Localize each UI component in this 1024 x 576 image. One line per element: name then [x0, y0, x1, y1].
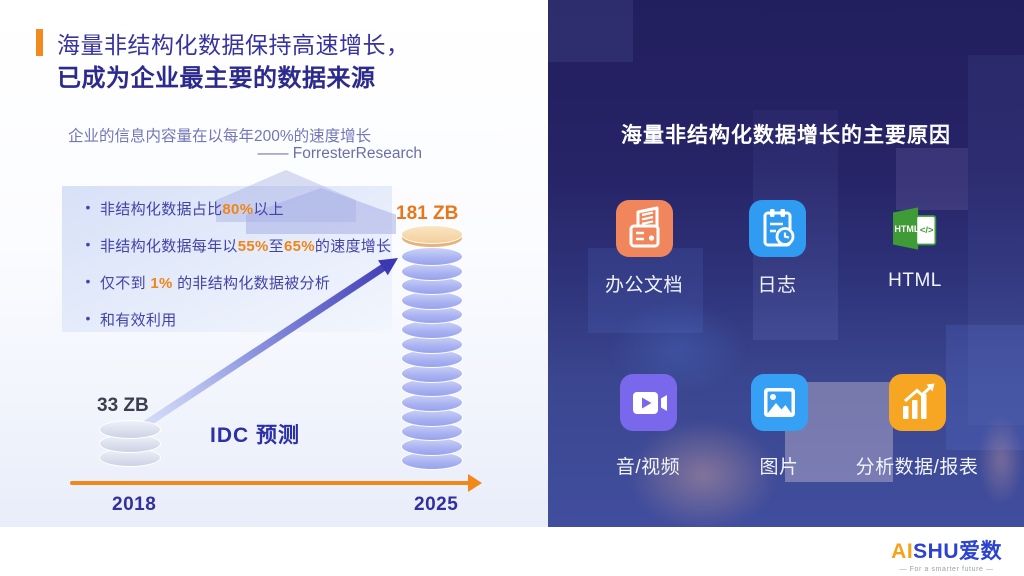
logo-ai: AI: [891, 540, 914, 563]
reason-card: 音/视频: [573, 374, 723, 479]
log-icon: [748, 200, 806, 257]
bullet-item: • 和有效利用: [76, 309, 392, 346]
right-section: 海量非结构化数据增长的主要原因 办公文档 日志 HTML </> HTML 音/视…: [548, 0, 1024, 527]
logo-cn: 爱数: [959, 540, 1002, 563]
reason-card: 分析数据/报表: [842, 374, 992, 479]
reason-label: 图片: [759, 457, 799, 478]
bullet-text: 非结构化数据每年以55%至65%的速度增长: [100, 238, 392, 255]
logo-shu: SHU: [913, 540, 959, 563]
cylinder-disk: [99, 420, 161, 439]
reasons-title: 海量非结构化数据增长的主要原因: [621, 124, 951, 147]
bullet-item: • 非结构化数据每年以55%至65%的速度增长: [76, 235, 392, 272]
bullet-dot-icon: •: [85, 310, 91, 326]
bullet-item: • 仅不到 1% 的非结构化数据被分析: [76, 272, 392, 309]
aishu-logo: AISHU爱数 — For a smarter future —: [891, 535, 1002, 573]
reason-card: 办公文档: [569, 200, 719, 297]
year-2025: 2025: [414, 494, 459, 515]
year-2018: 2018: [112, 494, 157, 515]
key-facts-panel: • 非结构化数据占比80%以上 • 非结构化数据每年以55%至65%的速度增长 • 仅不到…: [62, 170, 396, 332]
reason-label: 日志: [757, 275, 797, 296]
title-accent-bar: [36, 29, 43, 56]
collage-tile: [548, 0, 633, 62]
quote-source: —— ForresterResearch: [257, 145, 422, 162]
bullet-dot-icon: •: [85, 199, 91, 215]
aishu-logo-text: AISHU爱数: [891, 535, 1002, 565]
page-title-line1: 海量非结构化数据保持高速增长，: [57, 32, 410, 58]
logo-tagline: — For a smarter future —: [899, 566, 994, 573]
footer-bar: AISHU爱数 — For a smarter future —: [0, 527, 1024, 576]
bullet-dot-icon: •: [85, 273, 91, 289]
office-doc-icon: [615, 200, 673, 257]
html-icon: HTML </>: [887, 200, 944, 257]
bullet-text: 非结构化数据占比80%以上: [100, 201, 284, 218]
report-icon: [888, 374, 946, 431]
reason-card: 图片: [704, 374, 854, 479]
page-title-line2: 已成为企业最主要的数据来源: [57, 65, 376, 92]
bullet-text: 仅不到 1% 的非结构化数据被分析: [100, 275, 331, 292]
big-data-cylinder: [401, 225, 463, 473]
bullet-text: 和有效利用: [100, 312, 177, 329]
cylinder-cap: [401, 225, 463, 244]
reason-card: 日志: [702, 200, 852, 297]
small-data-cylinder: [99, 420, 161, 470]
bullet-list: • 非结构化数据占比80%以上 • 非结构化数据每年以55%至65%的速度增长 • 仅不到…: [62, 186, 392, 346]
forecast-label: IDC 预测: [210, 424, 300, 447]
svg-text:</>: </>: [919, 225, 933, 236]
image-icon: [750, 374, 808, 431]
left-section: 海量非结构化数据保持高速增长， 已成为企业最主要的数据来源 企业的信息内容量在以…: [0, 0, 548, 527]
bullet-item: • 非结构化数据占比80%以上: [76, 198, 392, 235]
cylinder-disk: [401, 247, 463, 266]
timeline-axis: [70, 481, 470, 485]
value-label-2025: 181 ZB: [396, 203, 459, 224]
svg-text:HTML: HTML: [894, 224, 920, 234]
reason-label: HTML: [888, 270, 942, 291]
video-icon: [619, 374, 677, 431]
reason-label: 音/视频: [615, 457, 681, 478]
value-label-2018: 33 ZB: [97, 395, 149, 416]
quote-text: 企业的信息内容量在以每年200%的速度增长: [68, 128, 372, 145]
reason-label: 办公文档: [604, 275, 683, 296]
reason-label: 分析数据/报表: [855, 457, 979, 478]
reason-card: HTML </> HTML: [840, 200, 990, 292]
timeline-arrowhead-icon: [468, 474, 482, 492]
bullet-dot-icon: •: [85, 236, 91, 252]
